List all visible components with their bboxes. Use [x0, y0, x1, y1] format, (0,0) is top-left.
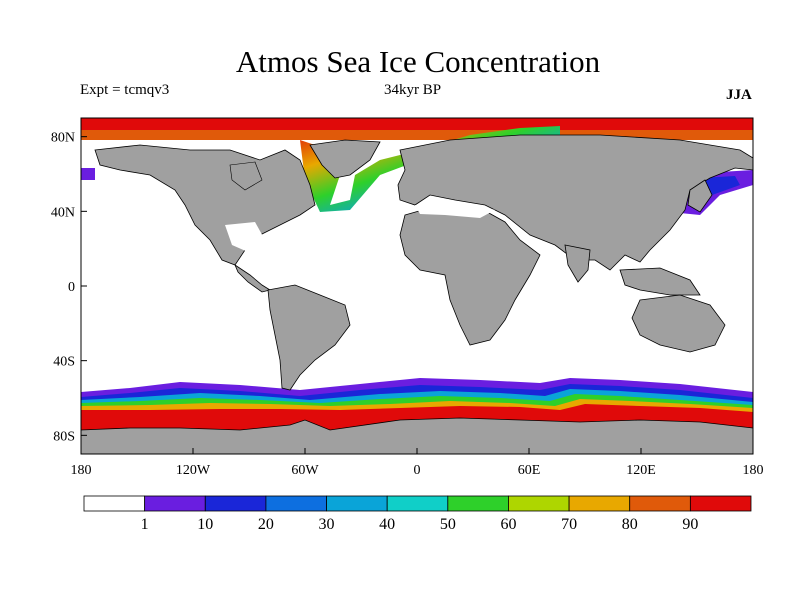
experiment-label: Expt = tcmqv3 [80, 82, 170, 98]
gulf-of-mexico [225, 222, 265, 252]
colorbar-level-label: 1 [141, 516, 149, 533]
lon-tick-label: 120E [626, 463, 656, 478]
colorbar-level-label: 10 [197, 516, 213, 533]
colorbar-swatch [265, 495, 327, 512]
lat-tick-label: 80S [53, 429, 75, 444]
lon-tick-label: 0 [414, 463, 421, 478]
colorbar-level-label: 70 [561, 516, 577, 533]
lon-tick-label: 60E [518, 463, 541, 478]
colorbar-swatch [326, 495, 388, 512]
longitude-axis: 180 120W 60W 0 60E 120E 180 [71, 448, 764, 478]
east-asia-margin [687, 179, 713, 213]
lon-tick-label: 60W [291, 463, 319, 478]
colorbar-level-label: 30 [319, 516, 335, 533]
colorbar-level-label: 20 [258, 516, 274, 533]
lat-tick-label: 40N [51, 205, 75, 220]
latitude-axis: 80N 40N 0 40S 80S [51, 131, 87, 444]
arctic-ice-band [81, 130, 753, 140]
eurasia [397, 134, 753, 271]
africa [399, 204, 541, 346]
colorbar-level-label: 50 [440, 516, 456, 533]
colorbar: 1 10 20 30 40 50 60 70 80 90 [83, 495, 752, 533]
north-atlantic-ice-edge [300, 126, 560, 212]
lon-tick-label: 120W [176, 463, 211, 478]
colorbar-level-label: 60 [500, 516, 516, 533]
southeast-asia-islands [619, 267, 701, 296]
south-america [267, 284, 351, 391]
lat-tick-label: 0 [68, 280, 75, 295]
lon-tick-label: 180 [743, 463, 764, 478]
sea-ice-field [81, 118, 753, 454]
lat-tick-label: 40S [53, 355, 75, 370]
lon-tick-label: 180 [71, 463, 92, 478]
central-america [234, 263, 272, 293]
colorbar-level-label: 80 [622, 516, 638, 533]
colorbar-swatch [568, 495, 631, 512]
hudson-bay [229, 161, 263, 191]
colorbar-level-label: 90 [682, 516, 698, 533]
period-label: 34kyr BP [384, 82, 442, 98]
colorbar-swatch [447, 495, 509, 512]
colorbar-swatch [508, 495, 570, 512]
india [564, 244, 591, 283]
colorbar-swatch [83, 495, 146, 512]
colorbar-swatch [689, 495, 752, 512]
colorbar-swatch [629, 495, 691, 512]
colorbar-swatch [204, 495, 267, 512]
mediterranean [415, 203, 495, 218]
bering-ice [81, 168, 95, 180]
season-label: JJA [726, 87, 752, 103]
colorbar-level-label: 40 [379, 516, 395, 533]
colorbar-swatch [386, 495, 449, 512]
australia [631, 294, 726, 353]
plot-title: Atmos Sea Ice Concentration [235, 44, 601, 79]
antarctica [81, 417, 753, 454]
lat-tick-label: 80N [51, 131, 75, 146]
colorbar-swatch [144, 495, 206, 512]
greenland [309, 139, 381, 179]
